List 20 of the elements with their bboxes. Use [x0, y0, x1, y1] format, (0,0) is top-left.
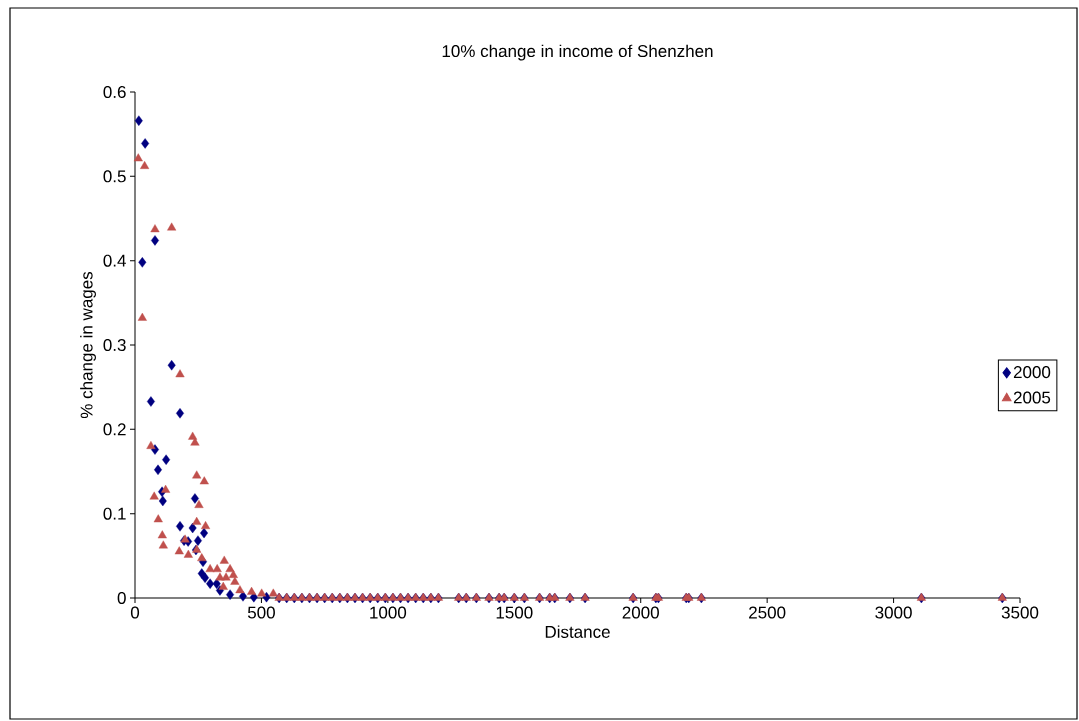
x-tick-label: 500: [247, 606, 275, 619]
chart-title: 10% change in income of Shenzhen: [442, 44, 713, 61]
y-tick-label: 0.4: [103, 254, 126, 267]
x-axis-title: Distance: [545, 625, 610, 638]
y-tick-label: 0.2: [103, 423, 126, 436]
x-tick-label: 1500: [496, 606, 533, 619]
x-tick-label: 3000: [875, 606, 912, 619]
y-tick-label: 0: [117, 591, 126, 605]
y-axis-title: % change in wages: [80, 271, 96, 419]
x-tick-label: 1000: [370, 606, 407, 619]
x-tick-label: 2500: [749, 606, 786, 619]
y-tick-label: 0.1: [103, 507, 126, 520]
legend-label: 2005: [1013, 391, 1051, 404]
x-tick-label: 3500: [1001, 606, 1039, 619]
legend-label: 2000: [1013, 366, 1051, 379]
y-tick-label: 0.6: [103, 85, 126, 99]
y-tick-label: 0.5: [103, 170, 126, 183]
x-tick-label: 2000: [622, 606, 659, 619]
x-tick-label: 0: [130, 606, 140, 619]
y-tick-label: 0.3: [103, 338, 126, 352]
